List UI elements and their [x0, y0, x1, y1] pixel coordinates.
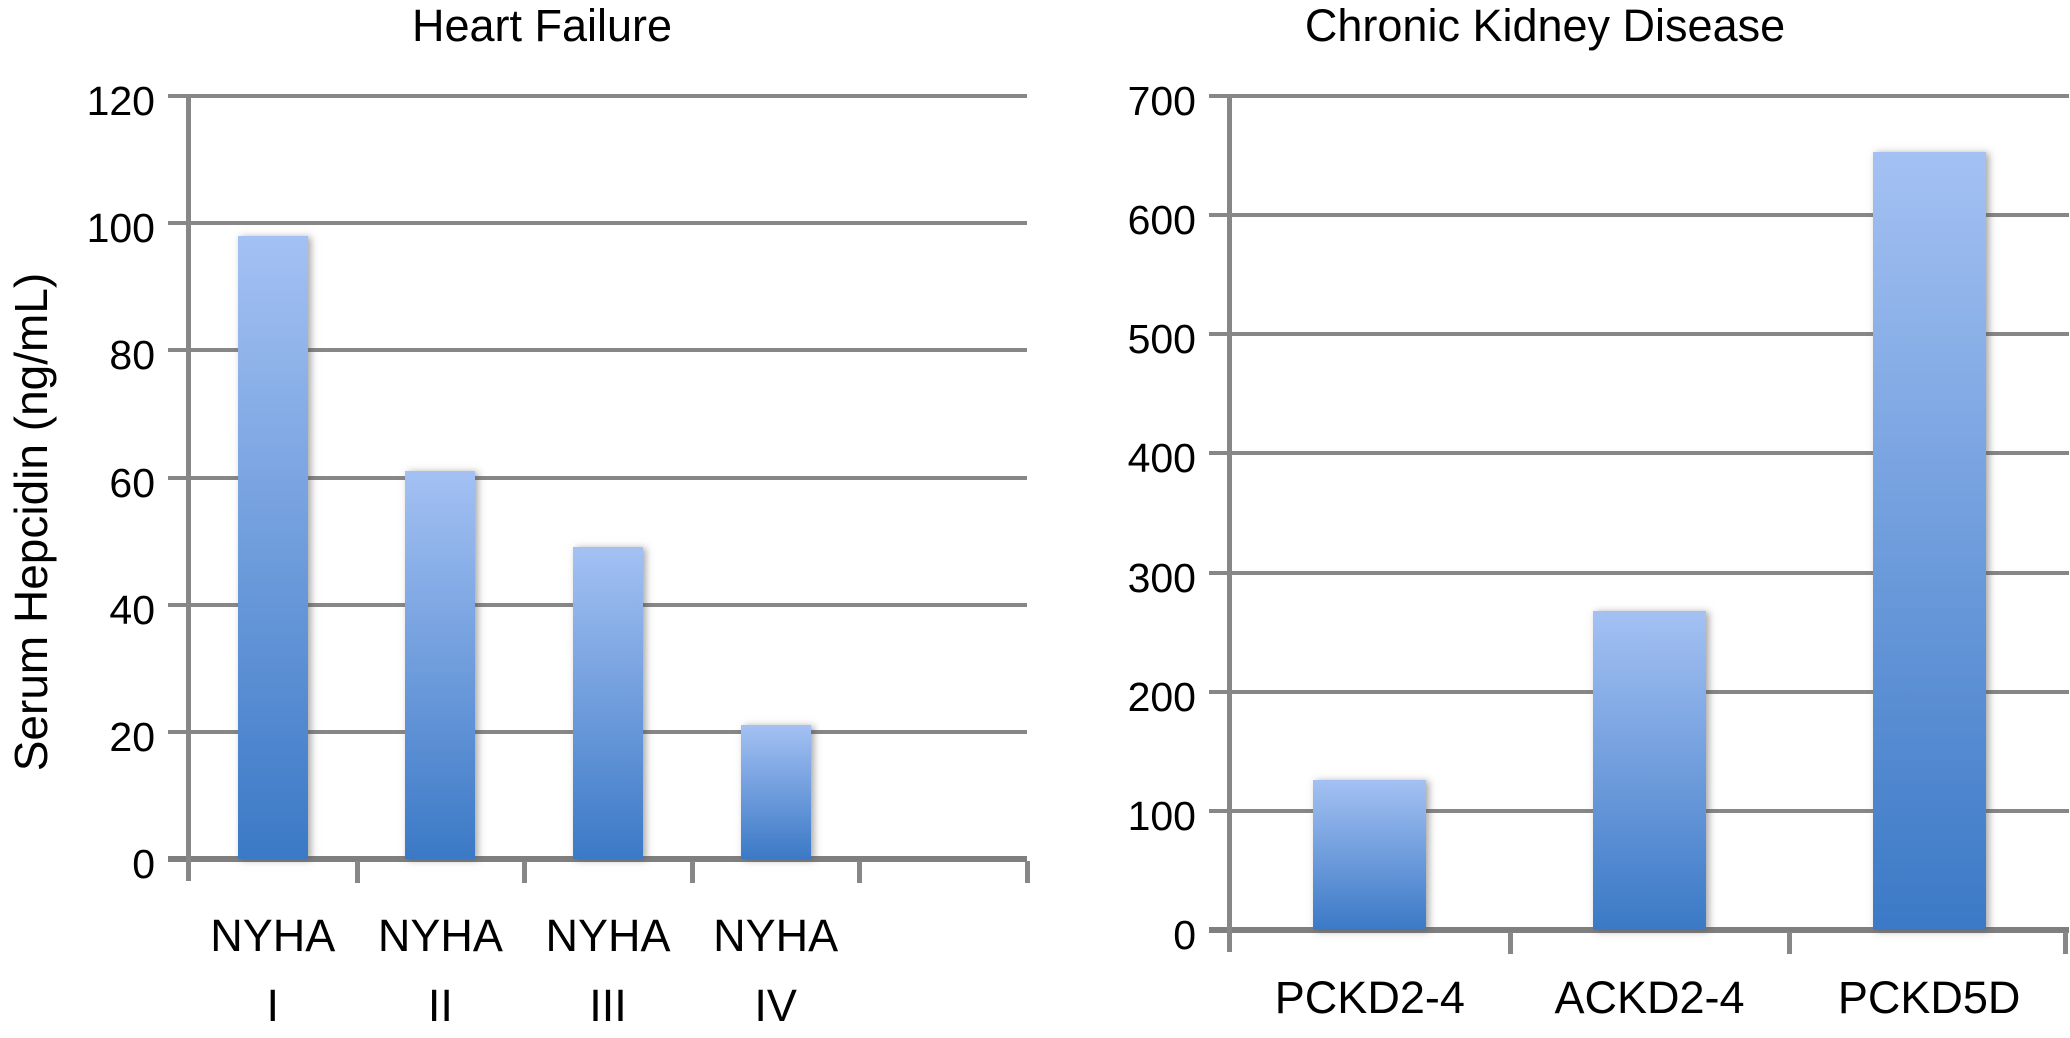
x-label-line: III [589, 980, 627, 1031]
x-tick [354, 861, 360, 883]
bar-pckd2-4 [1313, 779, 1427, 930]
x-tick [857, 861, 863, 883]
gridline-80 [168, 348, 1027, 353]
y-tick-label-0: 0 [1173, 912, 1196, 958]
bar-pckd5d [1872, 151, 1986, 930]
x-label-ackd2-4: ACKD2-4 [1554, 963, 1744, 1033]
y-axis-line [1227, 94, 1232, 952]
gridline-700 [1209, 94, 2069, 98]
x-label-nyha-ii: NYHA II [378, 901, 503, 1038]
chart-title: Heart Failure [411, 0, 673, 51]
y-tick-label-0: 0 [132, 841, 155, 887]
y-tick-label-60: 60 [109, 459, 155, 506]
x-label-pckd2-4: PCKD2-4 [1275, 963, 1465, 1033]
y-tick-label-100: 100 [1127, 792, 1196, 839]
bar-nyha-iii [573, 547, 643, 859]
chart-title: Chronic Kidney Disease [1304, 0, 1786, 51]
x-label-line: ACKD2-4 [1554, 972, 1745, 1023]
gridline-0 [1209, 927, 2069, 933]
gridline-60 [168, 475, 1027, 480]
gridline-100 [168, 221, 1027, 226]
x-label-nyha-i: NYHA I [210, 901, 335, 1038]
y-tick-label-80: 80 [109, 332, 155, 379]
x-label-line: IV [754, 980, 797, 1031]
y-tick-label-120: 120 [86, 78, 155, 124]
y-axis-line [186, 94, 191, 881]
x-tick [689, 861, 695, 883]
x-label-line: NYHA [545, 910, 671, 961]
bar-nyha-iv [740, 725, 811, 859]
x-tick [522, 861, 528, 883]
x-label-nyha-iv: NYHA IV [713, 901, 838, 1038]
x-tick [1507, 932, 1513, 954]
x-tick [1025, 861, 1030, 883]
gridline-300 [1209, 570, 2069, 575]
gridline-400 [1209, 451, 2069, 456]
y-tick-label-40: 40 [109, 586, 155, 633]
x-label-line: NYHA [210, 910, 336, 961]
x-label-nyha-iii: NYHA III [545, 901, 670, 1038]
y-tick-label-600: 600 [1127, 197, 1196, 244]
y-tick-label-100: 100 [86, 205, 155, 252]
y-tick-label-300: 300 [1127, 554, 1196, 601]
x-label-line: I [266, 980, 280, 1031]
x-label-line: II [427, 980, 453, 1031]
bar-ackd2-4 [1593, 610, 1706, 930]
gridline-0 [168, 856, 1027, 862]
x-tick [2063, 932, 2068, 954]
y-tick-label-20: 20 [109, 713, 155, 760]
x-label-line: NYHA [713, 910, 839, 961]
bar-nyha-i [237, 235, 308, 859]
y-tick-label-700: 700 [1127, 78, 1196, 124]
y-tick-label-400: 400 [1127, 435, 1196, 482]
x-label-pckd5d: PCKD5D [1838, 963, 2021, 1033]
gridline-120 [168, 94, 1027, 98]
bar-nyha-ii [405, 471, 476, 859]
x-label-line: PCKD5D [1837, 972, 2021, 1023]
x-tick [1787, 932, 1793, 954]
y-tick-label-500: 500 [1127, 316, 1196, 363]
gridline-600 [1209, 213, 2069, 218]
x-label-line: NYHA [377, 910, 503, 961]
x-label-line: PCKD2-4 [1274, 972, 1465, 1023]
y-tick-label-200: 200 [1127, 673, 1196, 720]
gridline-500 [1209, 332, 2069, 337]
